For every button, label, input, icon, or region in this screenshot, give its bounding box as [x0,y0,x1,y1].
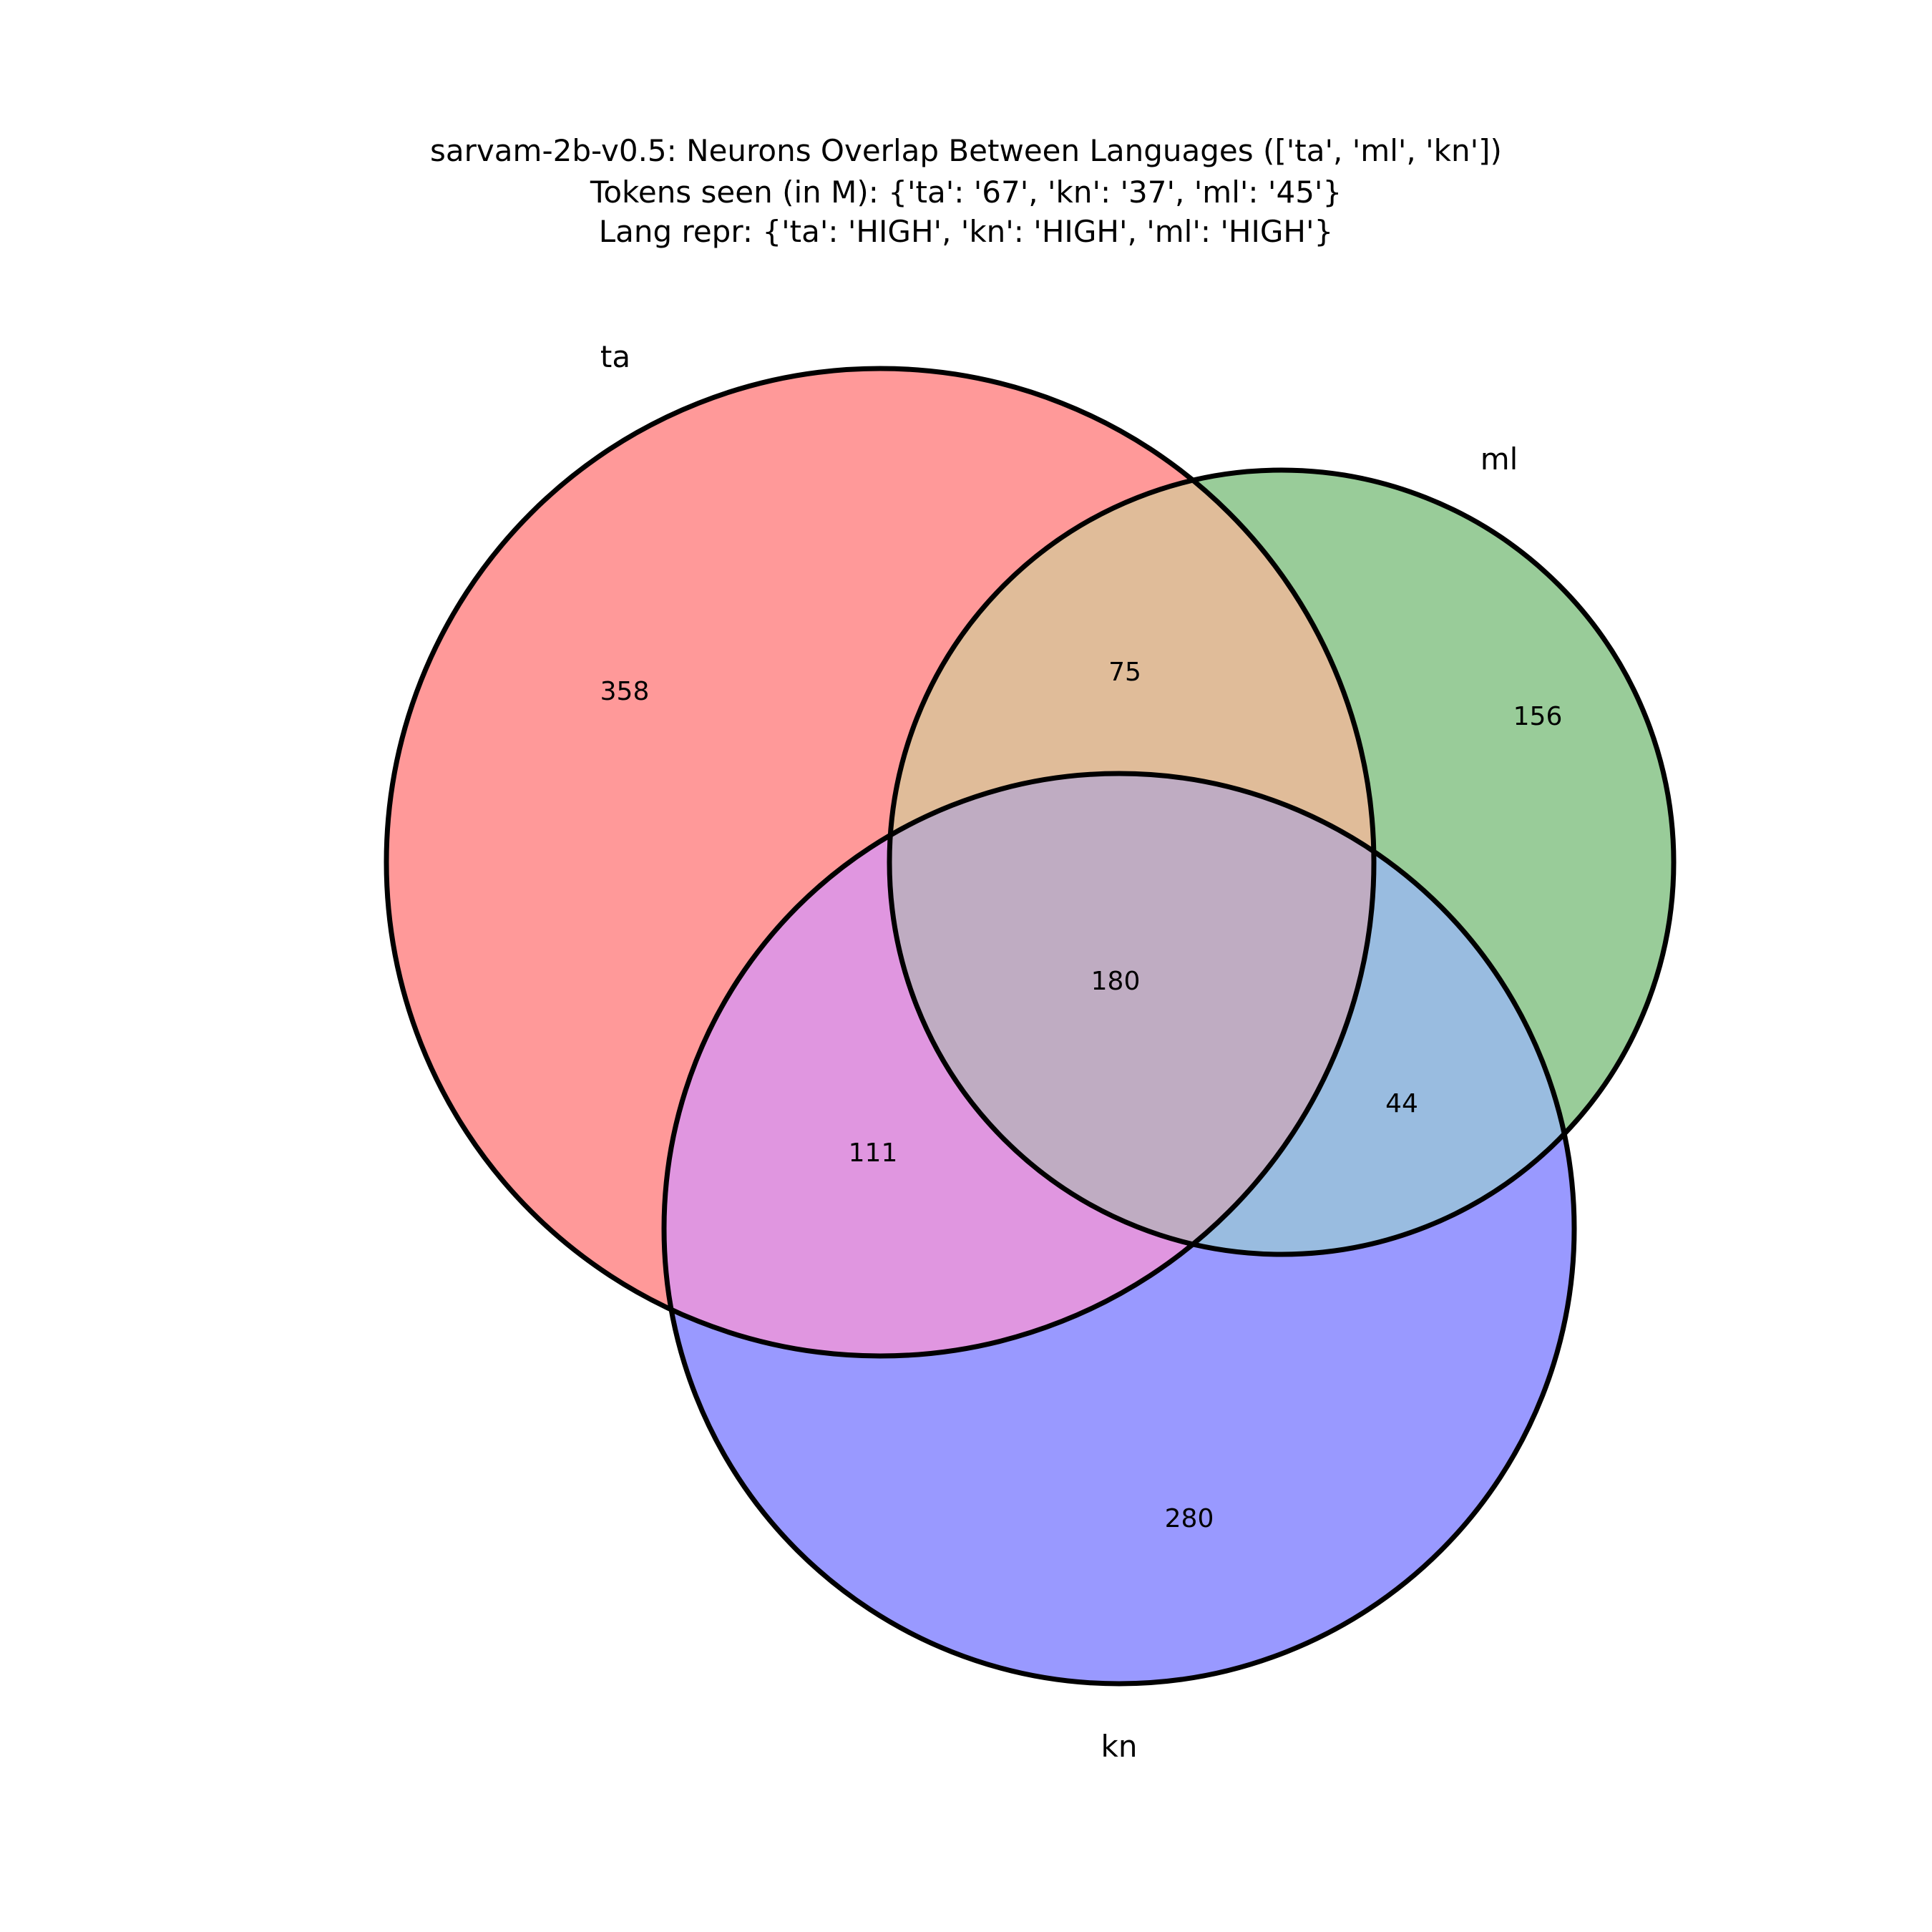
region-counts: 358 156 280 75 111 44 180 [600,658,1563,1533]
title-line-2: Tokens seen (in M): {'ta': '67', 'kn': '… [590,175,1342,210]
count-ml-only: 156 [1513,702,1563,731]
set-label-kn: kn [1101,1729,1138,1764]
count-kn-only: 280 [1165,1504,1214,1533]
set-label-ta: ta [600,339,630,374]
outline-ml [887,467,1677,1257]
outline-kn [661,771,1577,1687]
count-ta-ml: 75 [1108,658,1141,687]
count-ta-kn: 111 [849,1138,898,1168]
outline-ta [384,366,1377,1359]
title-line-1: sarvam-2b-v0.5: Neurons Overlap Between … [430,133,1502,168]
chart-title: sarvam-2b-v0.5: Neurons Overlap Between … [430,133,1502,249]
title-line-3: Lang repr: {'ta': 'HIGH', 'kn': 'HIGH', … [599,214,1334,249]
count-ml-kn: 44 [1385,1089,1418,1118]
venn-outlines [384,366,1677,1687]
set-labels: ta ml kn [600,339,1518,1764]
set-label-ml: ml [1480,441,1518,477]
count-ta-ml-kn: 180 [1091,967,1141,996]
venn-regions [386,369,1674,1684]
count-ta-only: 358 [600,677,650,706]
